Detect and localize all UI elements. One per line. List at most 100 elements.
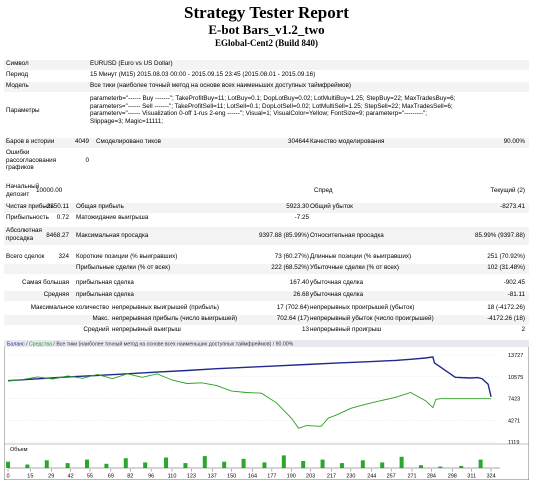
symbol-row: Символ EURUSD (Euro vs US Dollar) bbox=[4, 60, 529, 70]
legend-balance: Баланс bbox=[7, 342, 25, 348]
gross-profit-label: Общая прибыль bbox=[76, 203, 124, 210]
rel-dd-label: Относительная просадка bbox=[310, 232, 384, 239]
largest-profit-label: прибыльная сделка bbox=[76, 279, 134, 286]
profit-trades-value: 222 (68.52%) bbox=[271, 264, 309, 271]
x-tick-label: 230 bbox=[346, 474, 355, 480]
expected-label: Матожидание выигрыша bbox=[76, 214, 149, 221]
symbol-value: EURUSD (Euro vs US Dollar) bbox=[90, 60, 173, 67]
chart-grid bbox=[8, 354, 500, 443]
x-tick-label: 55 bbox=[87, 474, 93, 480]
max-dd-value: 9397.88 (85.99%) bbox=[258, 232, 309, 239]
symbol-label: Символ bbox=[6, 60, 29, 67]
cons-losses-label: непрерывных проигрышей (убыток) bbox=[310, 304, 415, 311]
chart-legend: Баланс / Средства / Все тики (наиболее т… bbox=[7, 341, 294, 348]
largest-loss-label: убыточная сделка bbox=[310, 279, 364, 286]
volume-bar bbox=[360, 460, 365, 468]
volume-bar bbox=[459, 465, 464, 468]
ticks-value: 304644 bbox=[287, 138, 309, 145]
max-label: Макс. bbox=[92, 315, 109, 322]
y-tick-label: 7423 bbox=[508, 397, 520, 403]
y-tick-label: 10575 bbox=[508, 375, 523, 381]
volume-bar bbox=[44, 460, 49, 468]
short-label: Короткие позиции (% выигравших) bbox=[76, 253, 178, 260]
avg-losses-value: 2 bbox=[521, 326, 525, 333]
chart-legend-bar bbox=[4, 340, 529, 347]
net-value: -2350.11 bbox=[44, 203, 69, 210]
volume-bar bbox=[222, 461, 227, 468]
x-tick-label: 177 bbox=[267, 474, 276, 480]
period-row: Период 15 Минут (M15) 2015.08.03 00:00 -… bbox=[4, 71, 529, 81]
report-title: Strategy Tester Report bbox=[184, 3, 349, 22]
x-axis-ticks: 0 15 29 42 55 69 82 96 110 123 137 150 164 177 190 203 2… bbox=[6, 469, 496, 480]
cons-max-row: Макс. непрерывная прибыль (число выигрыш… bbox=[4, 315, 529, 325]
avg-wins-label: непрерывный выигрыш bbox=[112, 326, 181, 333]
model-row: Модель Все тики (наиболее точный метод н… bbox=[4, 82, 529, 92]
volume-bar bbox=[6, 461, 10, 468]
bars-label: Баров в истории bbox=[6, 138, 55, 145]
pf-row: Прибыльность 0.72 Матожидание выигрыша -… bbox=[4, 214, 529, 224]
errors-value: 0 bbox=[85, 157, 89, 164]
long-label: Длинные позиции (% выигравших) bbox=[310, 253, 412, 260]
abs-dd-label: Абсолютная просадка bbox=[6, 227, 42, 242]
pf-label: Прибыльность bbox=[6, 214, 49, 221]
gross-loss-value: -8273.41 bbox=[500, 203, 525, 210]
loss-trades-value: 102 (31.48%) bbox=[487, 264, 525, 271]
x-tick-label: 42 bbox=[68, 474, 74, 480]
volume-bar bbox=[262, 462, 267, 468]
y-tick-label: 1119 bbox=[508, 440, 519, 446]
gross-profit-value: 5923.30 bbox=[286, 203, 309, 210]
volume-bar bbox=[320, 459, 325, 468]
loss-trades-label: Убыточные сделки (% от всех) bbox=[310, 264, 399, 271]
volume-bar bbox=[104, 463, 109, 468]
y-axis-ticks: 13727 10575 7423 4271 1119 bbox=[508, 353, 523, 446]
expert-name: E-bot Bars_v1.2_two bbox=[208, 22, 325, 37]
total-label: Всего сделок bbox=[6, 253, 45, 260]
x-tick-label: 284 bbox=[427, 474, 436, 480]
x-tick-label: 96 bbox=[148, 474, 154, 480]
chart-lines bbox=[7, 356, 492, 429]
bars-row: Баров в истории 4049 Смоделировано тиков… bbox=[4, 138, 529, 148]
average-row: Средняя прибыльная сделка 26.68 убыточна… bbox=[4, 291, 529, 301]
cons-loss-value: -4172.26 (18) bbox=[487, 315, 525, 322]
trades-row: Прибыльные сделки (% от всех) 222 (68.52… bbox=[4, 264, 529, 274]
abs-dd-value: 8468.27 bbox=[46, 232, 69, 239]
drawdown-row: Абсолютная просадка 8468.27 Максимальная… bbox=[4, 227, 529, 245]
x-tick-label: 217 bbox=[327, 474, 336, 480]
volume-bar bbox=[123, 458, 128, 468]
cons-count-row: Максимальное количество непрерывных выиг… bbox=[4, 304, 529, 314]
y-tick-label: 4271 bbox=[508, 418, 520, 424]
cons-losses-value: 18 (-4172.26) bbox=[487, 304, 525, 311]
deposit-row: Начальный депозит 10000.00 Спред Текущий… bbox=[4, 183, 529, 200]
volume-bar bbox=[25, 464, 30, 468]
volume-bar bbox=[339, 463, 344, 468]
params-line: parameterv="------ Visualization 0-off 1… bbox=[90, 110, 428, 117]
errors-row: Ошибки рассогласования графиков 0 bbox=[4, 148, 529, 174]
equity-line bbox=[7, 373, 492, 429]
cons-wins-label: непрерывных выигрышей (прибыль) bbox=[112, 304, 219, 311]
errors-label: Ошибки рассогласования графиков bbox=[6, 149, 57, 171]
volume-bar bbox=[438, 466, 443, 468]
max-count-label: Максимальное количество bbox=[30, 304, 109, 311]
long-value: 251 (70.92%) bbox=[487, 253, 525, 260]
volume-bar bbox=[478, 459, 483, 468]
avg-loss-label: убыточная сделка bbox=[310, 291, 364, 298]
balance-chart: Баланс / Средства / Все тики (наиболее т… bbox=[4, 340, 529, 480]
avg-wins-value: 13 bbox=[301, 326, 309, 333]
total-row: Всего сделок 324 Короткие позиции (% выи… bbox=[4, 253, 529, 263]
server-name: EGlobal-Cent2 (Build 840) bbox=[214, 38, 318, 48]
x-tick-label: 150 bbox=[227, 474, 236, 480]
volume-bar bbox=[301, 461, 306, 468]
profit-trades-label: Прибыльные сделки (% от всех) bbox=[76, 264, 171, 271]
x-tick-label: 137 bbox=[208, 474, 217, 480]
x-tick-label: 298 bbox=[448, 474, 457, 480]
quality-value: 90.00% bbox=[503, 138, 525, 145]
cons-profit-label: непрерывная прибыль (число выигрышей) bbox=[112, 315, 238, 322]
volume-bar bbox=[65, 463, 70, 468]
deposit-label: Начальный депозит bbox=[6, 183, 40, 198]
period-value: 15 Минут (M15) 2015.08.03 00:00 - 2015.0… bbox=[90, 71, 316, 78]
avg-losses-label: непрерывный проигрыш bbox=[310, 326, 382, 333]
x-tick-label: 190 bbox=[287, 474, 296, 480]
rel-dd-value: 85.99% (9397.88) bbox=[474, 232, 525, 239]
net-label: Чистая прибыль bbox=[6, 203, 54, 210]
deposit-value: 10000.00 bbox=[36, 187, 63, 194]
